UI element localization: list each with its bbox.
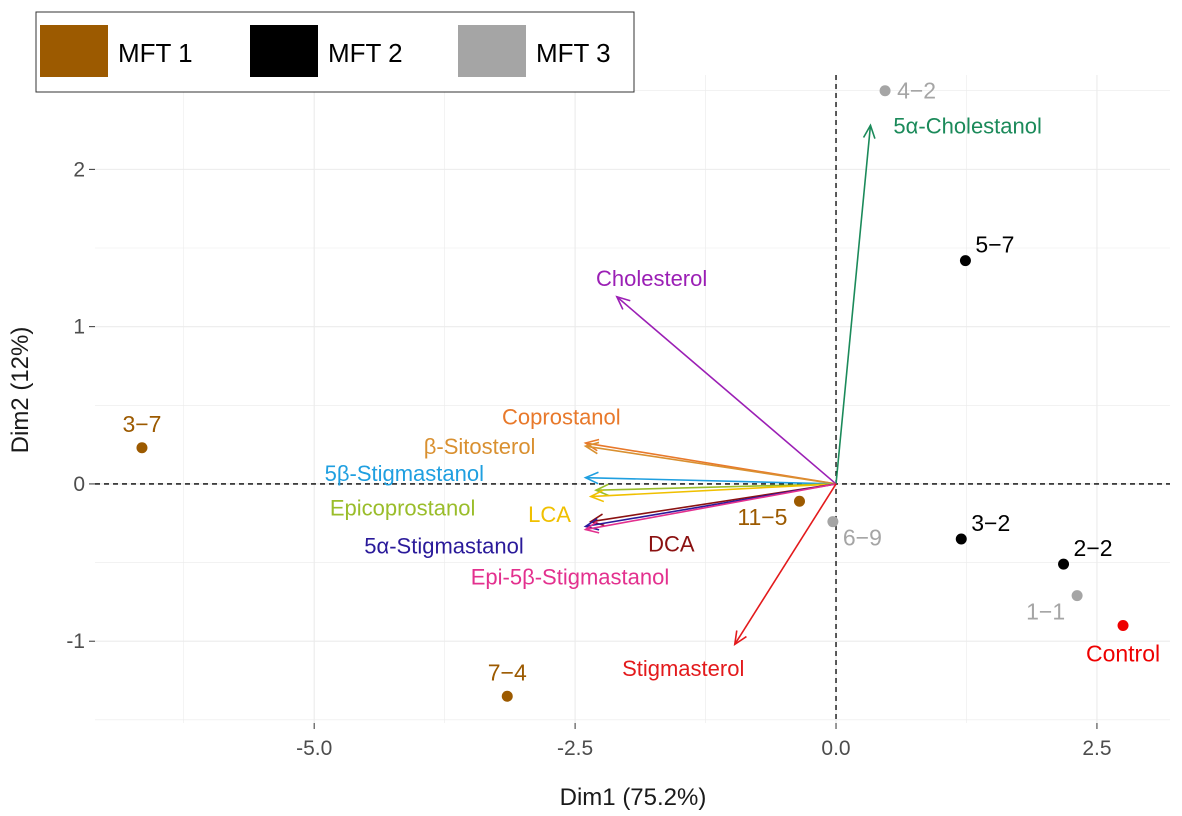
vector-arrowhead bbox=[583, 517, 600, 531]
point-marker bbox=[793, 495, 805, 507]
legend-label: MFT 1 bbox=[118, 38, 193, 68]
variable-vector: Cholesterol bbox=[596, 266, 837, 485]
vector-label: Epi-5β-Stigmastanol bbox=[471, 565, 670, 590]
y-tick-label: -1 bbox=[66, 630, 85, 653]
vector-line bbox=[585, 445, 837, 485]
vector-line bbox=[585, 483, 837, 531]
observation-point: 3−7 bbox=[122, 411, 161, 454]
observation-points: 3−7 7−4 11−5 6−9 4−2 5−7 3−2 2−2 1−1 Control bbox=[122, 78, 1160, 702]
vector-label: β-Sitosterol bbox=[424, 434, 536, 459]
vector-line bbox=[590, 483, 837, 498]
legend-swatch bbox=[40, 25, 108, 77]
legend-item: MFT 3 bbox=[458, 25, 611, 77]
y-axis-title: Dim2 (12%) bbox=[7, 327, 34, 454]
variable-vector: Coprostanol bbox=[502, 404, 837, 485]
variable-vector: 5α-Cholestanol bbox=[835, 113, 1042, 485]
legend-label: MFT 3 bbox=[536, 38, 611, 68]
legend-box bbox=[35, 11, 635, 93]
point-label: Control bbox=[1086, 640, 1160, 666]
point-marker bbox=[1071, 590, 1083, 602]
x-tick-label: 2.5 bbox=[1082, 737, 1111, 760]
vector-label: LCA bbox=[528, 502, 571, 527]
point-marker bbox=[136, 442, 148, 454]
observation-point: 5−7 bbox=[959, 232, 1014, 267]
vector-arrowhead bbox=[862, 123, 876, 139]
vector-arrowhead bbox=[583, 520, 600, 534]
reference-lines bbox=[95, 75, 1170, 723]
vector-label: 5α-Cholestanol bbox=[893, 113, 1041, 138]
x-tick-label: -2.5 bbox=[557, 737, 593, 760]
vector-line bbox=[734, 483, 837, 645]
observation-point: 1−1 bbox=[1026, 590, 1083, 625]
vector-label: 5α-Stigmastanol bbox=[364, 533, 523, 558]
vector-line bbox=[595, 483, 837, 492]
vector-line bbox=[616, 296, 837, 485]
legend-swatch bbox=[250, 25, 318, 77]
y-tick-label: 0 bbox=[73, 473, 85, 496]
point-marker bbox=[959, 255, 971, 267]
point-label: 2−2 bbox=[1074, 535, 1113, 561]
vector-arrowhead bbox=[615, 295, 631, 310]
observation-point: 2−2 bbox=[1058, 535, 1113, 570]
point-marker bbox=[827, 516, 839, 528]
vector-arrowhead bbox=[583, 441, 600, 455]
point-label: 3−2 bbox=[971, 510, 1010, 536]
x-tick-label: 0.0 bbox=[821, 737, 850, 760]
point-label: 11−5 bbox=[737, 504, 787, 530]
variable-vector: Stigmasterol bbox=[622, 483, 837, 681]
vector-label: Cholesterol bbox=[596, 266, 707, 291]
point-marker bbox=[879, 85, 891, 97]
plot-panel bbox=[95, 75, 1170, 723]
legend-label: MFT 2 bbox=[328, 38, 403, 68]
variable-vector: 5α-Stigmastanol bbox=[364, 483, 837, 558]
point-marker bbox=[1058, 558, 1070, 570]
vector-label: Epicoprostanol bbox=[330, 496, 476, 521]
y-tick-label: 2 bbox=[73, 158, 85, 181]
vector-arrowhead bbox=[583, 471, 599, 485]
axis-ticks: -5.0 -2.5 0.0 2.5 -1 0 1 2 bbox=[66, 158, 1111, 760]
point-label: 4−2 bbox=[897, 78, 936, 104]
observation-point: 4−2 bbox=[879, 78, 936, 104]
observation-point: 3−2 bbox=[955, 510, 1010, 545]
point-marker bbox=[955, 533, 967, 545]
observation-point: 7−4 bbox=[488, 659, 527, 702]
vector-label: Coprostanol bbox=[502, 404, 621, 429]
y-tick-label: 1 bbox=[73, 316, 85, 339]
legend-item: MFT 2 bbox=[250, 25, 403, 77]
vector-line bbox=[835, 125, 872, 485]
observation-point: 11−5 bbox=[737, 495, 805, 530]
vector-label: Stigmasterol bbox=[622, 656, 744, 681]
observation-point: Control bbox=[1086, 619, 1160, 666]
vector-arrowhead bbox=[594, 483, 610, 497]
legend-swatch bbox=[458, 25, 526, 77]
x-tick-label: -5.0 bbox=[296, 737, 332, 760]
variable-vector: Epi-5β-Stigmastanol bbox=[471, 483, 837, 590]
point-label: 1−1 bbox=[1026, 599, 1065, 625]
legend-item: MFT 1 bbox=[40, 25, 193, 77]
vector-arrowhead bbox=[733, 630, 747, 647]
point-label: 6−9 bbox=[843, 525, 882, 551]
variable-vector: LCA bbox=[528, 483, 837, 527]
vector-label: DCA bbox=[648, 532, 695, 557]
point-label: 7−4 bbox=[488, 659, 527, 685]
point-label: 3−7 bbox=[122, 411, 161, 437]
point-label: 5−7 bbox=[975, 232, 1014, 258]
variable-vector: β-Sitosterol bbox=[424, 434, 837, 485]
legend: MFT 1 MFT 2 MFT 3 bbox=[35, 11, 635, 93]
point-marker bbox=[501, 690, 513, 702]
vector-line bbox=[585, 476, 837, 485]
vector-arrowhead bbox=[588, 489, 605, 503]
observation-point: 6−9 bbox=[827, 516, 882, 551]
vector-label: 5β-Stigmastanol bbox=[325, 461, 484, 486]
variable-vector: 5β-Stigmastanol bbox=[325, 461, 837, 486]
variable-vector: Epicoprostanol bbox=[330, 483, 837, 521]
variable-vectors: 5α-Cholestanol Cholesterol Coprostanol β-Si… bbox=[325, 113, 1042, 681]
point-marker bbox=[1117, 619, 1129, 631]
x-axis-title: Dim1 (75.2%) bbox=[560, 784, 707, 811]
